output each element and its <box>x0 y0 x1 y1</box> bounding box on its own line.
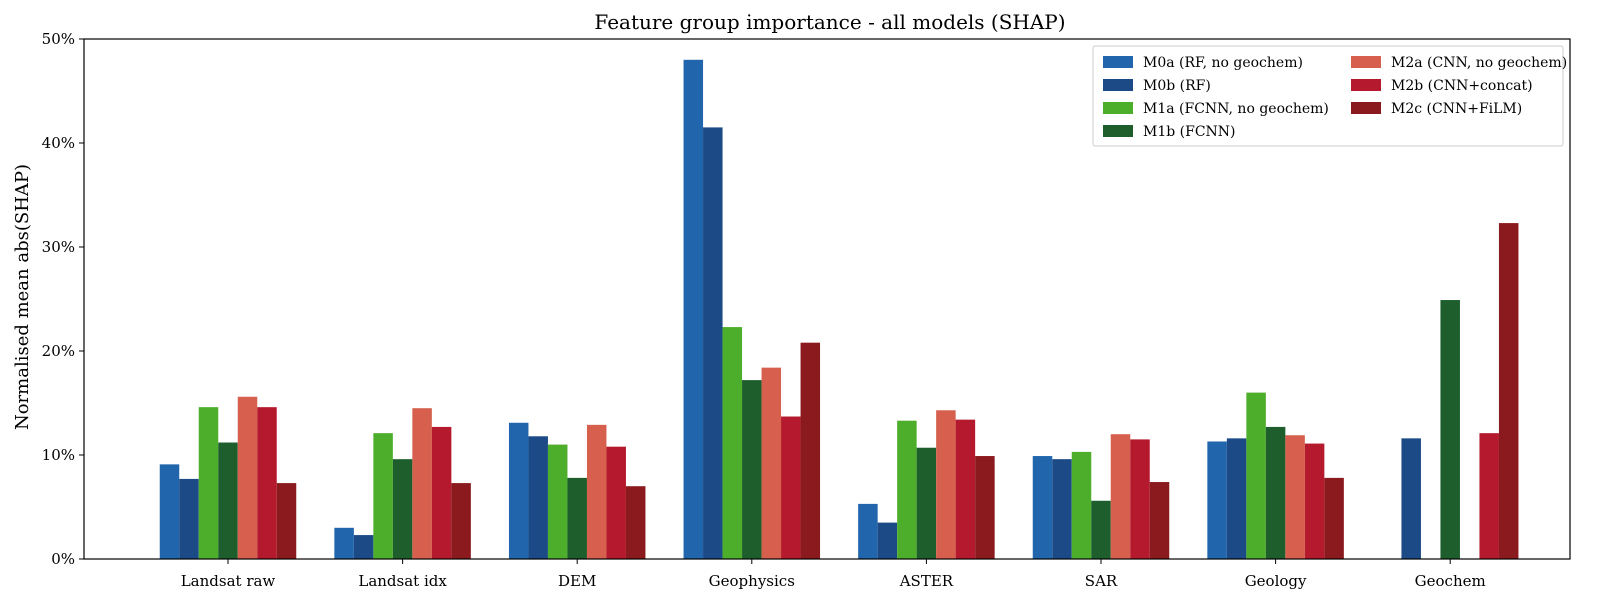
bar-area <box>159 59 1519 560</box>
bar <box>1110 434 1131 559</box>
bar <box>276 483 297 559</box>
bar <box>722 327 743 559</box>
bar <box>1207 441 1227 559</box>
bar <box>1440 300 1460 559</box>
y-tick-label: 20% <box>42 342 75 360</box>
x-axis: Landsat raw Landsat idx DEM Geophysics ASTER… <box>181 559 1486 590</box>
bar <box>703 127 723 560</box>
bar <box>567 477 587 559</box>
y-tick-label: 10% <box>42 446 75 464</box>
x-tick-label: ASTER <box>899 572 954 590</box>
bar <box>1324 477 1344 559</box>
bar <box>392 459 413 559</box>
bar <box>1091 500 1111 559</box>
bar <box>1052 459 1072 559</box>
y-tick-label: 0% <box>51 550 75 568</box>
y-tick-label: 50% <box>42 30 75 48</box>
bar <box>159 464 180 559</box>
bar <box>179 478 199 559</box>
bar <box>1479 433 1499 559</box>
plot-frame <box>83 38 1571 560</box>
y-axis: 0% 10% 20% 30% 40% 50% <box>42 30 84 568</box>
bar <box>781 416 801 559</box>
bar <box>586 424 607 559</box>
y-tick-label: 40% <box>42 134 75 152</box>
legend: M0a (RF, no geochem) M0b (RF) M1a (FCNN, n… <box>1092 45 1567 147</box>
bar <box>1265 426 1286 559</box>
x-tick-label: Geology <box>1245 572 1307 590</box>
bar <box>761 367 782 559</box>
legend-label: M0a (RF, no geochem) <box>1143 55 1303 71</box>
bar <box>451 483 471 559</box>
legend-swatch <box>1103 125 1133 137</box>
bar <box>955 419 976 559</box>
bar <box>528 436 548 559</box>
legend-swatch <box>1351 79 1381 91</box>
y-tick-label: 30% <box>42 238 75 256</box>
bar <box>1130 439 1150 559</box>
legend-label: M2c (CNN+FiLM) <box>1391 101 1522 117</box>
bar <box>1304 443 1325 559</box>
legend-swatch <box>1351 102 1381 114</box>
legend-swatch <box>1103 56 1133 68</box>
legend-label: M2b (CNN+concat) <box>1391 78 1533 94</box>
bar <box>936 410 956 559</box>
bar <box>975 456 995 559</box>
bar <box>218 442 238 559</box>
legend-box <box>1092 45 1564 147</box>
bar <box>1032 456 1053 559</box>
bar <box>257 407 277 559</box>
bar <box>334 527 354 559</box>
bar <box>625 486 646 559</box>
bar <box>800 342 821 559</box>
legend-swatch <box>1351 56 1381 68</box>
bar <box>858 503 878 559</box>
bar <box>1226 438 1247 559</box>
bar <box>353 535 374 559</box>
legend-label: M2a (CNN, no geochem) <box>1391 55 1567 71</box>
legend-swatch <box>1103 79 1133 91</box>
bar <box>508 422 529 559</box>
bar <box>1246 392 1266 559</box>
x-tick-label: Geophysics <box>709 572 795 590</box>
bar <box>1285 435 1305 559</box>
x-tick-label: Landsat idx <box>358 572 447 590</box>
legend-label: M0b (RF) <box>1143 78 1211 94</box>
x-tick-label: Geochem <box>1415 572 1486 590</box>
bar <box>373 433 393 559</box>
bar <box>412 408 432 559</box>
y-axis-label: Normalised mean abs(SHAP) <box>12 164 33 430</box>
bar <box>547 444 568 559</box>
bar <box>237 396 258 559</box>
x-tick-label: Landsat raw <box>181 572 276 590</box>
bar <box>1498 223 1519 559</box>
legend-label: M1a (FCNN, no geochem) <box>1143 101 1329 117</box>
bar <box>198 407 219 559</box>
bar <box>897 420 917 559</box>
x-tick-label: SAR <box>1085 572 1118 590</box>
bar <box>683 59 704 560</box>
bar <box>742 380 762 559</box>
bar <box>1401 438 1421 559</box>
bar <box>877 522 898 559</box>
bar <box>916 447 937 559</box>
bar <box>606 446 626 559</box>
bar <box>1149 482 1170 559</box>
bar <box>431 426 452 559</box>
x-tick-label: DEM <box>558 572 596 590</box>
bar <box>1071 451 1092 559</box>
chart-title: Feature group importance - all models (S… <box>594 10 1065 34</box>
legend-label: M1b (FCNN) <box>1143 124 1236 140</box>
legend-swatch <box>1103 102 1133 114</box>
